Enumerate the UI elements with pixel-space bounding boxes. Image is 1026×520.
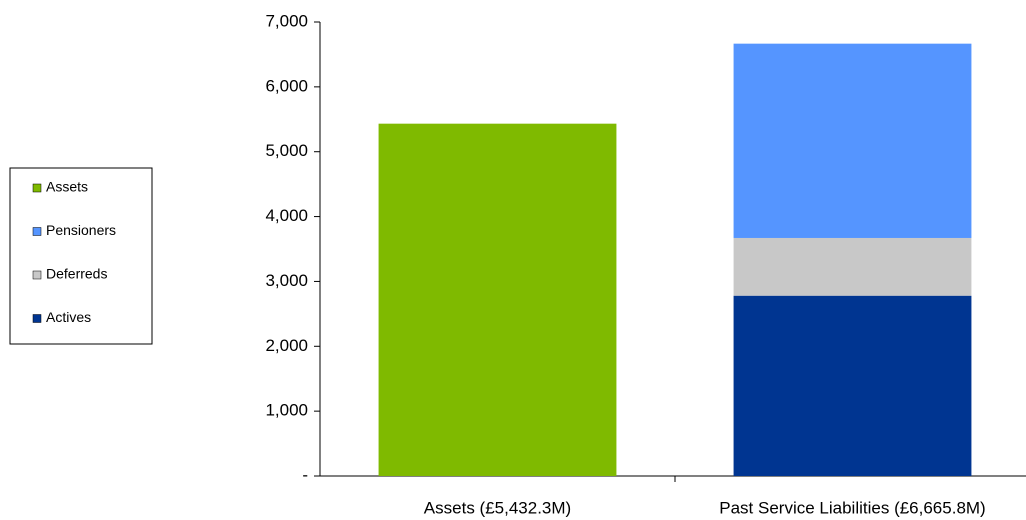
legend-swatch <box>32 227 42 236</box>
bar-segment <box>733 237 972 296</box>
legend-label: Deferreds <box>46 266 107 282</box>
y-tick-label: 3,000 <box>265 271 308 290</box>
y-tick-label: 6,000 <box>265 76 308 95</box>
y-tick-label: 2,000 <box>265 336 308 355</box>
y-tick-label: - <box>302 465 308 484</box>
legend-swatch <box>32 183 42 193</box>
y-tick-label: 4,000 <box>265 206 308 225</box>
bar-segment <box>733 43 972 238</box>
legend-swatch <box>32 314 42 323</box>
legend-label: Actives <box>46 309 91 325</box>
y-tick-label: 7,000 <box>265 11 308 30</box>
bar-segment <box>378 123 617 476</box>
x-tick-label: Past Service Liabilities (£6,665.8M) <box>719 498 985 517</box>
bar-segment <box>733 295 972 476</box>
x-tick-label: Assets (£5,432.3M) <box>424 498 571 517</box>
y-tick-label: 1,000 <box>265 401 308 420</box>
y-tick-label: 5,000 <box>265 141 308 160</box>
legend-label: Assets <box>46 179 88 195</box>
legend-swatch <box>32 270 42 280</box>
legend-label: Pensioners <box>46 222 116 238</box>
